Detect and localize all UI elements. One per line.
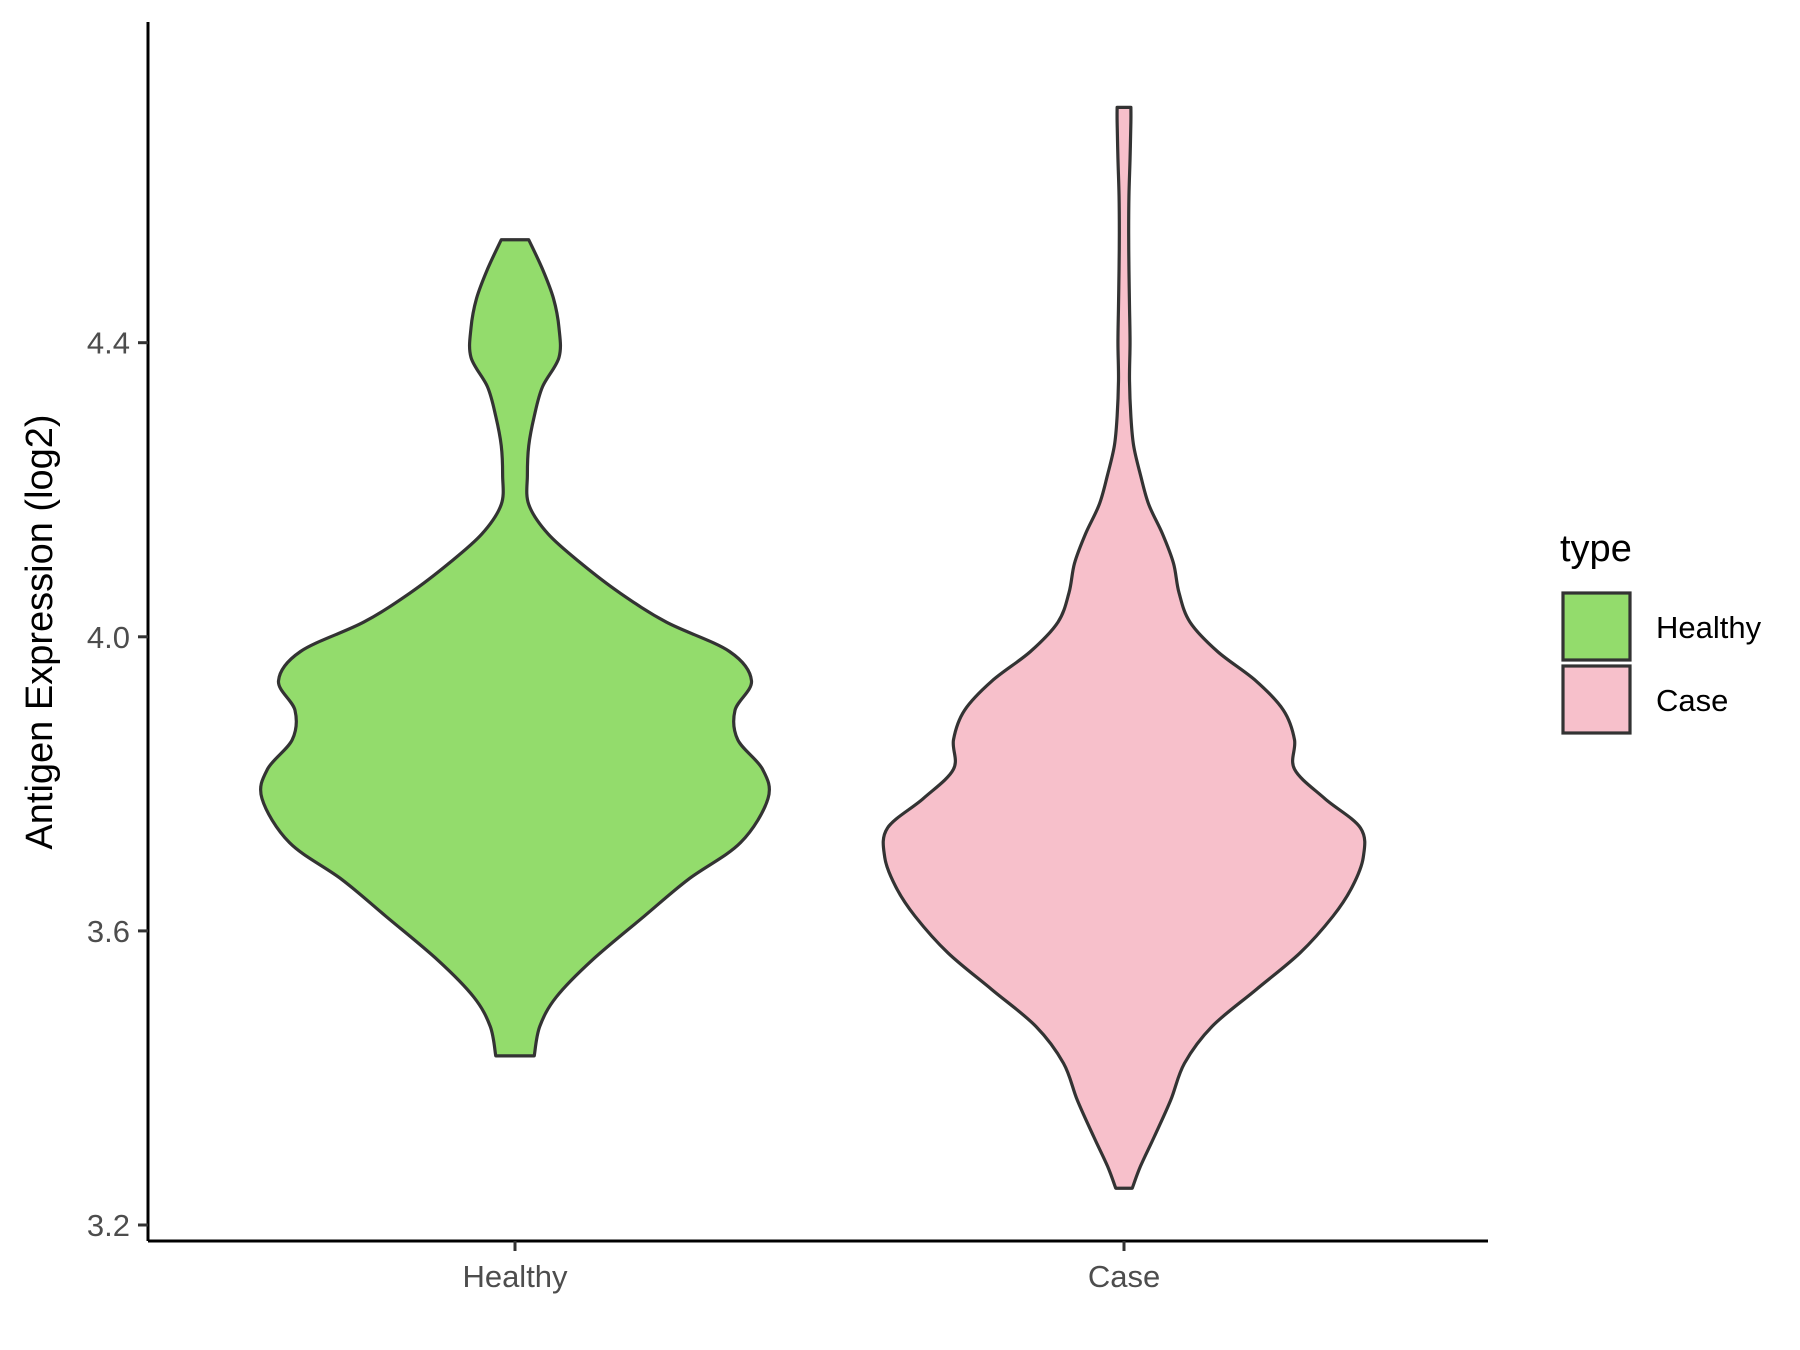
x-axis-ticks: Healthy Case — [462, 1241, 1160, 1294]
x-tick-label: Healthy — [462, 1259, 568, 1294]
legend-label: Case — [1656, 683, 1728, 718]
plot-panel: 3.2 3.6 4.0 4.4 Healthy Case — [87, 22, 1488, 1294]
legend-swatch-healthy — [1561, 591, 1632, 662]
violins — [259, 105, 1367, 1190]
y-tick-label: 3.2 — [87, 1208, 130, 1243]
violin-healthy — [259, 238, 771, 1058]
legend-swatch-case — [1561, 664, 1632, 735]
y-tick-label: 3.6 — [87, 914, 130, 949]
x-tick-label: Case — [1088, 1259, 1160, 1294]
legend-title: type — [1560, 528, 1632, 570]
violin-case — [881, 105, 1367, 1190]
y-tick-label: 4.4 — [87, 326, 130, 361]
legend: type Healthy Case — [1560, 528, 1762, 735]
y-tick-label: 4.0 — [87, 620, 130, 655]
legend-label: Healthy — [1656, 610, 1762, 645]
legend-items: Healthy Case — [1561, 591, 1762, 735]
y-axis-ticks: 3.2 3.6 4.0 4.4 — [87, 326, 148, 1243]
y-axis-title: Antigen Expression (log2) — [19, 414, 61, 849]
